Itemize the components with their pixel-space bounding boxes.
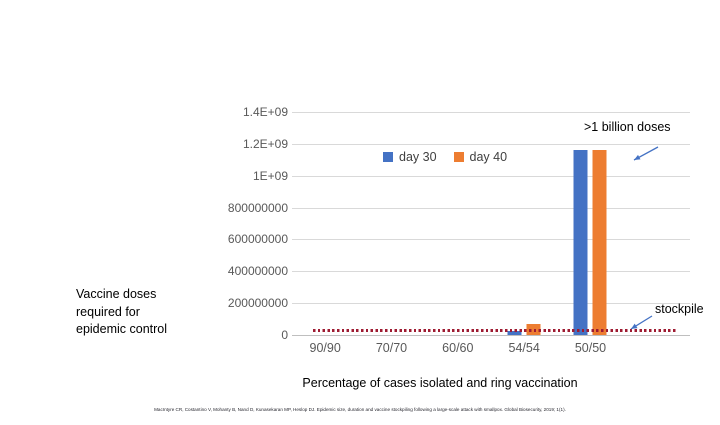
- y-tick-label: 1E+09: [252, 168, 288, 183]
- legend-entry-day40: day 40: [453, 150, 508, 164]
- legend-swatch-icon: [453, 152, 464, 162]
- category-slot: [557, 112, 623, 335]
- y-tick-label: 1.4E+09: [242, 105, 288, 119]
- gridline: [292, 143, 690, 145]
- y-tick-label: 600000000: [227, 232, 288, 247]
- bar-slots: [292, 112, 690, 335]
- arrow-icon: [630, 315, 653, 330]
- x-tick-label: 60/60: [442, 341, 474, 355]
- annotation-billion-doses: >1 billion doses: [584, 120, 671, 134]
- y-tick-label: 1.2E+09: [242, 136, 288, 151]
- y-tick-label: 400000000: [227, 264, 288, 279]
- stockpile-reference-line: [313, 329, 677, 333]
- y-axis-tick-labels: 1.4E+09 1.2E+09 1E+09 800000000 600000000 400…: [160, 105, 288, 342]
- gridline: [292, 303, 690, 305]
- annotation-stockpile: stockpile: [655, 302, 704, 316]
- gridline: [292, 239, 690, 241]
- bar-day40-50/50: [592, 150, 607, 335]
- gridline: [292, 175, 690, 177]
- x-tick-label: 50/50: [574, 341, 607, 355]
- bar-group: [573, 150, 607, 335]
- legend-swatch-icon: [383, 152, 393, 162]
- category-slot: [292, 112, 358, 335]
- x-tick-label: 90/90: [309, 341, 341, 355]
- x-tick-label: 70/70: [375, 341, 408, 355]
- gridline: [292, 207, 690, 209]
- y-tick-label: 0: [281, 328, 288, 342]
- category-slot: [358, 112, 424, 335]
- x-tick-empty: [624, 341, 690, 355]
- legend-label: day 40: [469, 150, 508, 164]
- bar-day30-54/54: [507, 331, 522, 335]
- x-axis-title: Percentage of cases isolated and ring va…: [302, 376, 578, 390]
- y-axis-title: Vaccine doses required for epidemic cont…: [76, 287, 168, 336]
- x-axis-tick-labels: 90/90 70/70 60/60 54/54 50/50: [292, 341, 690, 355]
- chart-plot-area: [292, 112, 690, 336]
- gridline: [292, 271, 690, 273]
- arrow-icon: [633, 146, 659, 161]
- bar-day30-50/50: [573, 150, 588, 335]
- legend-entry-day30: day 30: [383, 150, 437, 164]
- y-tick-label: 800000000: [227, 200, 288, 215]
- gridline: [292, 112, 690, 113]
- chart-legend: day 30 day 40: [383, 150, 507, 164]
- citation-text: MacIntyre CR, Costantino V, Mohanty B, N…: [154, 407, 566, 412]
- category-slot: [491, 112, 557, 335]
- legend-label: day 30: [399, 150, 437, 164]
- x-tick-label: 54/54: [508, 341, 540, 355]
- category-slot: [425, 112, 491, 335]
- y-tick-label: 200000000: [227, 296, 288, 311]
